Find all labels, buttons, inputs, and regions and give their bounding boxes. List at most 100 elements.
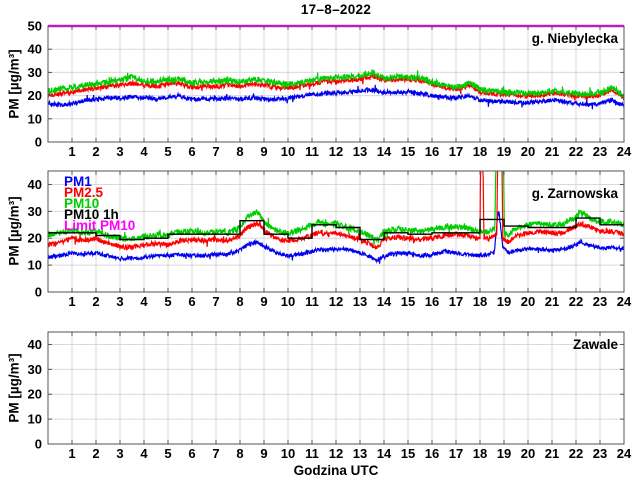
legend-item-pm1: PM1 (64, 174, 92, 189)
legend-item-pm10-1h: PM10 1h (64, 207, 119, 222)
x-tick-label: 8 (236, 144, 243, 159)
x-tick-label: 1 (68, 294, 75, 309)
x-tick-label: 16 (425, 446, 439, 461)
x-tick-label: 2 (92, 446, 99, 461)
x-tick-label: 18 (473, 446, 487, 461)
x-tick-label: 20 (521, 144, 535, 159)
y-tick-label: 0 (35, 437, 42, 452)
x-tick-label: 8 (236, 446, 243, 461)
series-pm10 (48, 68, 624, 99)
x-tick-label: 13 (353, 446, 367, 461)
legend-item-limit-pm10: Limit PM10 (64, 218, 136, 233)
y-tick-label: 40 (28, 177, 42, 192)
x-tick-label: 6 (188, 446, 195, 461)
panel-title-zawale: Zawale (572, 337, 618, 352)
x-tick-label: 12 (329, 294, 343, 309)
y-axis-label-panel1: PM [µg/m³] (6, 49, 22, 119)
x-tick-label: 13 (353, 144, 367, 159)
x-tick-label: 3 (116, 144, 123, 159)
x-tick-label: 7 (212, 446, 219, 461)
y-tick-label: 10 (28, 412, 42, 427)
x-tick-label: 6 (188, 294, 195, 309)
y-tick-label: 10 (28, 111, 42, 126)
x-tick-label: 12 (329, 446, 343, 461)
x-tick-label: 13 (353, 294, 367, 309)
y-axis-label-panel2: PM [µg/m³] (6, 196, 22, 266)
x-tick-label: 9 (260, 294, 267, 309)
x-tick-label: 21 (545, 294, 559, 309)
x-tick-label: 2 (92, 144, 99, 159)
x-tick-label: 7 (212, 294, 219, 309)
x-axis-label: Godzina UTC (293, 463, 379, 478)
x-tick-label: 24 (617, 294, 632, 309)
x-tick-label: 17 (449, 144, 463, 159)
x-tick-label: 10 (281, 446, 295, 461)
x-tick-label: 10 (281, 144, 295, 159)
x-tick-label: 2 (92, 294, 99, 309)
y-tick-label: 20 (28, 88, 42, 103)
x-tick-label: 9 (260, 446, 267, 461)
y-tick-label: 30 (28, 362, 42, 377)
x-tick-label: 6 (188, 144, 195, 159)
x-tick-label: 17 (449, 294, 463, 309)
x-tick-label: 18 (473, 294, 487, 309)
x-tick-label: 14 (377, 294, 392, 309)
x-tick-label: 4 (140, 144, 148, 159)
x-tick-label: 19 (497, 446, 511, 461)
x-tick-label: 11 (305, 294, 319, 309)
x-tick-label: 19 (497, 144, 511, 159)
x-tick-label: 22 (569, 144, 583, 159)
x-tick-label: 15 (401, 144, 415, 159)
x-tick-label: 15 (401, 294, 415, 309)
legend-item-pm10: PM10 (64, 196, 100, 211)
x-tick-label: 23 (593, 294, 607, 309)
x-tick-label: 14 (377, 446, 392, 461)
y-axis-label-panel3: PM [µg/m³] (6, 353, 22, 423)
legend-item-pm25: PM2.5 (64, 185, 104, 200)
x-tick-label: 22 (569, 446, 583, 461)
x-tick-label: 16 (425, 144, 439, 159)
y-tick-label: 20 (28, 231, 42, 246)
x-tick-label: 21 (545, 446, 559, 461)
legend: PM1 PM2.5 PM10 PM10 1h Limit PM10 (64, 174, 136, 233)
x-tick-label: 1 (68, 144, 75, 159)
x-tick-label: 7 (212, 144, 219, 159)
x-tick-label: 11 (305, 144, 319, 159)
x-tick-label: 11 (305, 446, 319, 461)
x-tick-label: 22 (569, 294, 583, 309)
x-tick-label: 23 (593, 446, 607, 461)
y-tick-label: 40 (28, 42, 42, 57)
series-pm1 (48, 84, 624, 110)
panel-title-niebylecka: g. Niebylecka (531, 31, 618, 46)
x-tick-label: 3 (116, 294, 123, 309)
x-tick-label: 5 (164, 446, 171, 461)
y-tick-label: 10 (28, 258, 42, 273)
x-tick-label: 9 (260, 144, 267, 159)
x-tick-label: 10 (281, 294, 295, 309)
x-tick-label: 21 (545, 144, 559, 159)
x-tick-label: 8 (236, 294, 243, 309)
x-tick-label: 4 (140, 446, 148, 461)
y-tick-label: 50 (28, 19, 42, 34)
x-tick-label: 19 (497, 294, 511, 309)
x-tick-label: 1 (68, 446, 75, 461)
x-tick-label: 12 (329, 144, 343, 159)
x-tick-label: 15 (401, 446, 415, 461)
panel-title-zarnowska: g. Zarnowska (531, 186, 618, 201)
x-tick-label: 24 (617, 144, 632, 159)
x-tick-label: 20 (521, 446, 535, 461)
series-pm2-5 (48, 171, 624, 252)
y-tick-label: 20 (28, 387, 42, 402)
x-tick-label: 14 (377, 144, 392, 159)
x-tick-label: 4 (140, 294, 148, 309)
x-tick-label: 3 (116, 446, 123, 461)
x-tick-label: 24 (617, 446, 632, 461)
y-tick-label: 30 (28, 65, 42, 80)
y-tick-label: 0 (35, 135, 42, 150)
figure-title: 17–8–2022 (300, 2, 372, 17)
y-tick-label: 30 (28, 204, 42, 219)
x-tick-label: 16 (425, 294, 439, 309)
x-tick-label: 18 (473, 144, 487, 159)
